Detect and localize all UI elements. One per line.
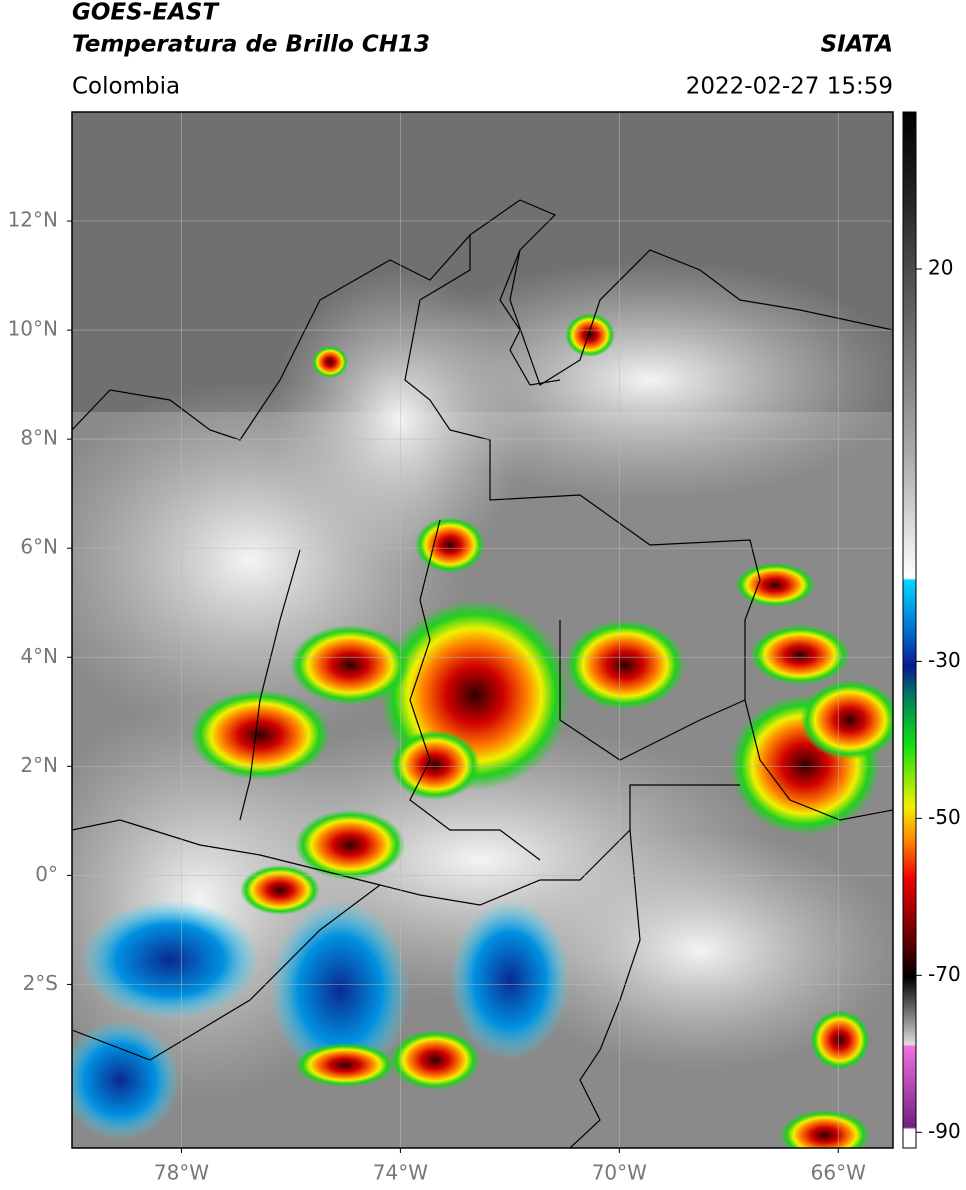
map-frame: [71, 111, 894, 1149]
colorbar-tick-label: -90: [928, 1119, 961, 1143]
graticule: 78°W 74°W 70°W 66°W 12°N 10°N 8°N 6°N 4°N 2°N 0° 2°…: [8, 112, 893, 1185]
datetime: 2022-02-27 15:59: [686, 74, 893, 100]
y-tick-label: 0°: [35, 862, 58, 886]
y-tick-label: 12°N: [8, 208, 58, 232]
y-tick-label: 6°N: [20, 535, 58, 559]
x-tick-label: 70°W: [592, 1161, 647, 1185]
y-tick-label: 2°S: [23, 971, 58, 995]
region: Colombia: [72, 74, 180, 100]
subtitle: Temperatura de Brillo CH13: [72, 32, 430, 58]
x-tick-label: 66°W: [811, 1161, 866, 1185]
y-tick-label: 4°N: [20, 644, 58, 668]
y-tick-label: 2°N: [20, 753, 58, 777]
satellite-image: [72, 112, 893, 1148]
colorbar: [902, 111, 917, 1149]
x-tick-label: 74°W: [373, 1161, 428, 1185]
y-tick-label: 10°N: [8, 317, 58, 341]
colorbar-tick-label: 20: [928, 255, 953, 279]
colorbar-tick-label: -70: [928, 962, 961, 986]
x-tick-label: 78°W: [154, 1161, 209, 1185]
colorbar-tick-label: -30: [928, 648, 961, 672]
colorbar-ticks: 20 -30 -50 -70 -90: [916, 255, 961, 1143]
y-tick-label: 8°N: [20, 426, 58, 450]
title: GOES-EAST: [72, 0, 220, 26]
source: SIATA: [821, 32, 893, 58]
colorbar-tick-label: -50: [928, 805, 961, 829]
